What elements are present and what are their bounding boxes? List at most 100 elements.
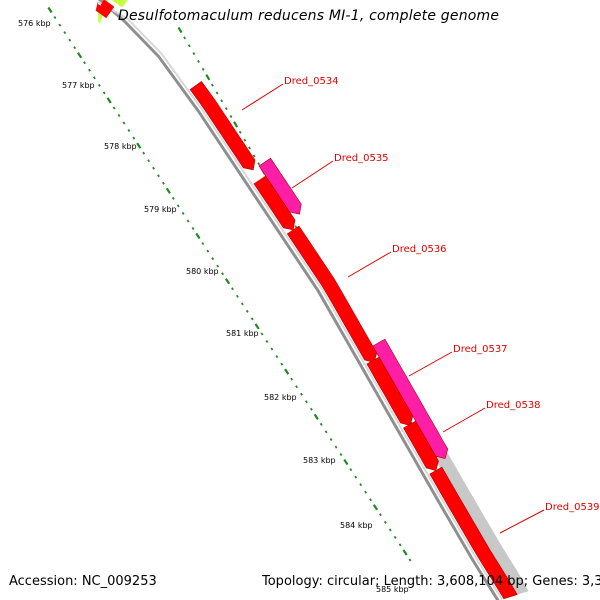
- inner-tick: [364, 490, 368, 494]
- inner-tick: [201, 242, 205, 246]
- gene-label[interactable]: Dred_0536: [392, 244, 447, 255]
- inner-tick: [176, 204, 180, 208]
- gene-label-leader: [499, 509, 545, 534]
- outer-tick: [248, 146, 251, 150]
- gene-dred-0539: [429, 466, 518, 600]
- outer-tick: [243, 138, 247, 142]
- kbp-label: 582 kbp: [264, 393, 297, 402]
- inner-tick: [270, 347, 274, 351]
- inner-tick: [254, 323, 260, 330]
- gene-label[interactable]: Dred_0537: [453, 344, 508, 355]
- outer-tick: [197, 59, 200, 63]
- inner-tick: [402, 549, 408, 556]
- inner-tick: [92, 76, 96, 80]
- gene-label[interactable]: Dred_0539: [545, 502, 600, 513]
- gene-label-group: Dred_0534 Dred_0535 Dred_0536 Dred_0537 Dred…: [241, 76, 600, 534]
- inner-tick: [88, 68, 91, 72]
- gene-dred-0536: [253, 175, 296, 231]
- kbp-label: 584 kbp: [340, 521, 373, 530]
- inner-tick: [354, 475, 358, 479]
- inner-tick: [313, 413, 319, 420]
- inner-tick: [235, 294, 239, 298]
- gray-feature-track: [413, 415, 529, 596]
- inner-tick: [58, 23, 62, 27]
- gene-label-leader: [442, 407, 486, 433]
- inner-tick: [359, 483, 363, 487]
- inner-tick: [53, 16, 57, 20]
- inner-tick: [83, 61, 86, 65]
- outer-tick: [183, 36, 187, 40]
- inner-tick: [240, 302, 244, 306]
- outer-tick: [229, 115, 233, 119]
- outer-tick: [224, 107, 228, 111]
- inner-tick: [106, 97, 112, 104]
- inner-tick: [117, 113, 121, 117]
- inner-tick: [265, 340, 269, 344]
- inner-tick: [295, 385, 298, 389]
- inner-tick: [379, 513, 382, 517]
- inner-tick: [305, 400, 308, 404]
- outer-tick: [252, 154, 256, 158]
- inner-tick: [324, 430, 328, 434]
- inner-tick: [136, 142, 142, 149]
- inner-tick: [334, 445, 338, 449]
- gene-label-leader: [291, 160, 334, 189]
- gene-label-leader: [241, 83, 284, 111]
- gray-feature-band: [413, 415, 529, 596]
- gene-features: [95, 0, 518, 600]
- gene-label-leader: [408, 351, 453, 377]
- inner-tick: [383, 520, 387, 524]
- inner-tick: [319, 422, 323, 426]
- gene-label[interactable]: Dred_0535: [334, 153, 389, 164]
- kbp-label: 578 kbp: [104, 142, 137, 151]
- inner-tick: [388, 528, 392, 532]
- inner-tick: [73, 46, 77, 50]
- inner-tick-ruler: [47, 6, 412, 562]
- gene-fragment-red: [95, 0, 115, 19]
- inner-tick: [191, 226, 195, 230]
- inner-tick: [122, 121, 126, 125]
- inner-tick: [112, 106, 116, 110]
- inner-tick: [224, 278, 231, 285]
- outer-tick: [220, 99, 224, 103]
- gene-label-leader: [347, 251, 392, 278]
- inner-tick: [142, 151, 146, 155]
- inner-tick: [408, 558, 412, 562]
- inner-tick: [157, 174, 160, 178]
- inner-tick: [290, 377, 294, 381]
- inner-tick: [284, 368, 290, 375]
- gene-dred-0538b: [403, 420, 439, 471]
- inner-tick: [165, 187, 171, 194]
- inner-tick: [221, 272, 225, 276]
- gene-dred-0538: [366, 356, 414, 426]
- outer-tick: [238, 130, 242, 134]
- outer-tick: [177, 26, 183, 34]
- outer-tick: [257, 162, 261, 166]
- inner-tick: [369, 498, 372, 502]
- kbp-label: 580 kbp: [186, 267, 219, 276]
- inner-tick: [245, 309, 249, 313]
- gene-dred-0534: [189, 80, 256, 171]
- gene-dred-0536b: [286, 225, 378, 363]
- inner-tick: [309, 407, 313, 411]
- inner-tick: [398, 543, 402, 547]
- inner-tick: [97, 83, 101, 87]
- kbp-label: 577 kbp: [62, 81, 95, 90]
- backbone-line-inner: [97, 1, 503, 600]
- inner-tick: [349, 468, 353, 472]
- kbp-label: 585 kbp: [376, 585, 409, 594]
- inner-tick: [300, 392, 303, 396]
- gene-label[interactable]: Dred_0534: [284, 76, 339, 87]
- inner-tick: [372, 504, 379, 511]
- inner-tick: [68, 38, 72, 42]
- inner-tick: [63, 31, 67, 35]
- backbone-line-outer: [98, 0, 500, 600]
- inner-tick: [162, 181, 165, 185]
- gene-label[interactable]: Dred_0538: [486, 400, 541, 411]
- kbp-label: 581 kbp: [226, 329, 259, 338]
- inner-tick: [339, 453, 343, 457]
- outer-tick: [215, 91, 219, 95]
- inner-tick: [102, 91, 106, 95]
- kbp-ruler-labels: 576 kbp 577 kbp 578 kbp 579 kbp 580 kbp 581 k…: [18, 19, 409, 594]
